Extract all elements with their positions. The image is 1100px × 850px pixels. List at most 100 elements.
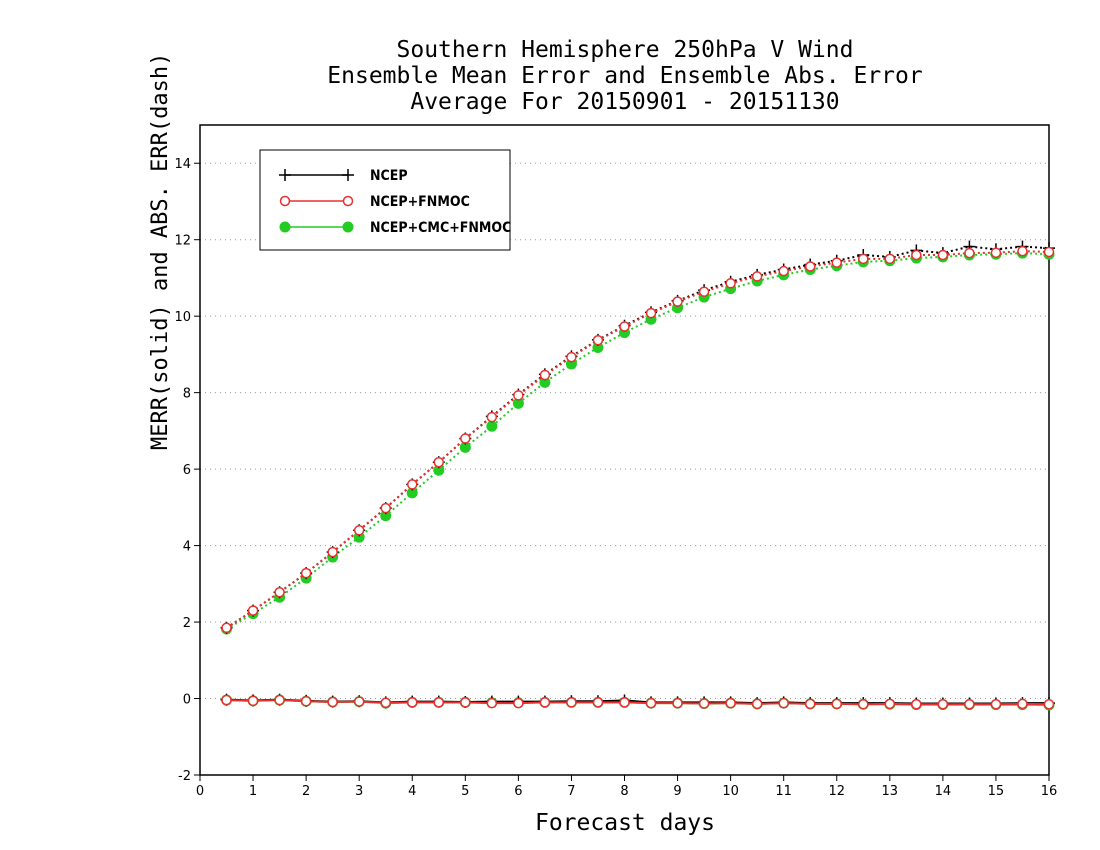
x-tick-label: 12 (828, 784, 845, 799)
y-tick-label: 8 (183, 387, 191, 402)
legend-marker (279, 195, 291, 207)
mean-err-point (911, 699, 922, 710)
legend-marker (342, 169, 354, 181)
series-ncep-cmc-fnmoc (221, 247, 1055, 711)
chart-title-line-3: Average For 20150901 - 20151130 (410, 89, 840, 115)
abs-err-point (247, 605, 259, 616)
legend-marker (279, 169, 291, 181)
abs-err-point (990, 247, 1002, 258)
legend-marker (342, 195, 354, 207)
y-tick-label: -2 (178, 769, 191, 784)
abs-err-line (226, 252, 1050, 630)
x-tick-label: 15 (988, 784, 1005, 799)
abs-err-point (274, 586, 285, 598)
mean-err-point (778, 697, 789, 709)
x-tick-label: 14 (935, 784, 952, 799)
abs-err-point (327, 546, 338, 558)
x-tick-label: 0 (196, 784, 204, 799)
y-axis-label: MERR(solid) and ABS. ERR(dash) (148, 52, 173, 450)
abs-err-point (460, 433, 471, 444)
mean-err-point (804, 698, 816, 710)
abs-err-point (486, 420, 498, 432)
mean-err-point (407, 697, 418, 708)
mean-err-point (513, 697, 524, 709)
legend-box (259, 149, 511, 251)
y-tick-label: 4 (183, 540, 191, 555)
abs-err-point (672, 296, 683, 307)
mean-err-point (221, 694, 232, 706)
abs-err-point (937, 249, 949, 261)
abs-err-point (380, 502, 391, 514)
mean-err-point (247, 695, 259, 707)
abs-err-point (1043, 246, 1055, 258)
mean-err-point (645, 697, 657, 709)
mean-err-point (353, 696, 365, 707)
mean-err-point (725, 697, 736, 709)
y-tick-label: 2 (183, 616, 191, 631)
legend-item: NCEP+CMC+FNMOC (279, 220, 511, 236)
mean-err-point (300, 695, 312, 707)
grid-lines (200, 162, 1049, 776)
x-tick-label: 2 (302, 784, 310, 799)
mean-err-point (831, 698, 842, 710)
abs-err-point (778, 265, 789, 277)
abs-err-point (619, 321, 630, 332)
abs-err-point (566, 351, 577, 363)
abs-err-point (486, 411, 498, 423)
series-ncep (220, 240, 1055, 710)
mean-err-point (1043, 699, 1055, 710)
mean-err-point (539, 697, 551, 708)
x-tick-label: 9 (673, 784, 681, 799)
mean-err-point (433, 697, 445, 708)
x-tick-label: 16 (1041, 784, 1058, 799)
legend-marker (279, 221, 291, 233)
abs-err-point (592, 335, 604, 346)
abs-err-point (539, 369, 551, 381)
y-tick-label: 0 (183, 693, 191, 708)
legend-label: NCEP+FNMOC (370, 194, 470, 210)
mean-err-point (1017, 698, 1028, 710)
series-layer (220, 240, 1055, 711)
mean-err-point (672, 697, 683, 709)
abs-err-line (225, 250, 1050, 629)
y-tick-label: 6 (183, 463, 191, 478)
legend-label: NCEP+CMC+FNMOC (370, 220, 511, 236)
mean-err-point (592, 697, 604, 708)
mean-err-point (566, 697, 577, 708)
x-tick-label: 7 (567, 784, 575, 799)
abs-err-point (911, 249, 922, 261)
abs-err-point (513, 390, 524, 401)
y-tick-label: 14 (174, 157, 191, 172)
chart-title-line-2: Ensemble Mean Error and Ensemble Abs. Er… (327, 63, 923, 89)
x-tick-label: 4 (408, 784, 416, 799)
abs-err-point (964, 247, 975, 259)
abs-err-point (725, 278, 736, 289)
mean-err-point (751, 698, 763, 710)
mean-err-point (884, 698, 896, 710)
abs-err-point (433, 456, 445, 468)
abs-err-point (831, 257, 842, 268)
abs-err-point (884, 253, 896, 265)
mean-err-point (937, 699, 949, 710)
abs-err-line (225, 245, 1050, 629)
legend-item: NCEP+FNMOC (279, 194, 470, 210)
legend: NCEP NCEP+FNMOC NCEP+CMC+FNMOC (259, 149, 511, 251)
y-tick-label: 10 (174, 310, 191, 325)
abs-err-point (645, 307, 657, 319)
abs-err-point (858, 253, 869, 265)
series-ncep-fnmoc (221, 245, 1055, 710)
abs-err-point (353, 525, 365, 536)
x-tick-label: 11 (775, 784, 792, 799)
mean-err-point (486, 697, 498, 709)
abs-err-point (221, 622, 232, 634)
abs-err-point (1017, 245, 1028, 257)
legend-item: NCEP (279, 168, 408, 184)
abs-err-point (751, 271, 763, 282)
mean-err-point (274, 694, 285, 706)
abs-err-point (698, 286, 710, 297)
abs-err-point (407, 479, 418, 490)
mean-err-point (619, 697, 630, 708)
y-tick-label: 12 (174, 234, 191, 249)
